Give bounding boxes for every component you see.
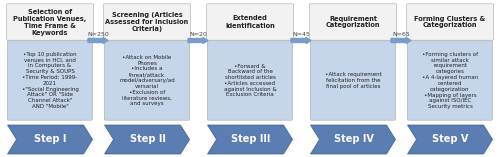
FancyBboxPatch shape [104,4,190,40]
FancyBboxPatch shape [310,4,396,40]
Text: N=250: N=250 [87,32,109,37]
Text: •Attack on Mobile
Phones
•Includes a
threat/attack
model/adversary/ad
versarial
: •Attack on Mobile Phones •Includes a thr… [119,55,175,106]
FancyArrow shape [391,38,411,43]
Text: Step IV: Step IV [334,135,374,144]
FancyBboxPatch shape [310,41,396,120]
Polygon shape [104,125,190,154]
Text: N=65: N=65 [392,32,410,37]
FancyBboxPatch shape [208,41,292,120]
Text: Screening (Articles
Assessed for Inclusion
Criteria): Screening (Articles Assessed for Inclusi… [106,12,188,32]
Text: Step V: Step V [432,135,468,144]
FancyArrow shape [88,38,108,43]
Polygon shape [310,125,396,154]
FancyArrow shape [188,38,208,43]
Text: Extended
Identification: Extended Identification [225,16,275,29]
Text: Selection of
Publication Venues,
Time Frame &
Keywords: Selection of Publication Venues, Time Fr… [14,8,86,35]
Text: •Top 10 publication
venues in HCI, and
in Computers &
Security & SOUPS
•Time Per: •Top 10 publication venues in HCI, and i… [22,52,78,109]
Text: N=45: N=45 [292,32,310,37]
FancyArrow shape [291,38,311,43]
FancyBboxPatch shape [206,4,294,40]
Text: Forming Clusters &
Categorization: Forming Clusters & Categorization [414,16,486,29]
Text: •Forming clusters of
similar attack
requirement
categories
•A 4-layered human
ce: •Forming clusters of similar attack requ… [422,52,478,109]
FancyBboxPatch shape [104,41,190,120]
FancyBboxPatch shape [6,4,94,40]
FancyBboxPatch shape [408,41,492,120]
Text: •Forward &
Backward of the
shortlisted articles
•Articles accessed
against Inclu: •Forward & Backward of the shortlisted a… [224,63,276,97]
Text: Requirement
Categorization: Requirement Categorization [326,16,380,29]
Text: Step I: Step I [34,135,66,144]
FancyBboxPatch shape [406,4,494,40]
Text: •Attack requirement
felicitation from the
final pool of articles: •Attack requirement felicitation from th… [324,72,382,89]
FancyBboxPatch shape [8,41,92,120]
Polygon shape [208,125,292,154]
Polygon shape [408,125,492,154]
Text: N=20: N=20 [189,32,207,37]
Polygon shape [8,125,92,154]
Text: Step II: Step II [130,135,166,144]
Text: Step III: Step III [231,135,270,144]
